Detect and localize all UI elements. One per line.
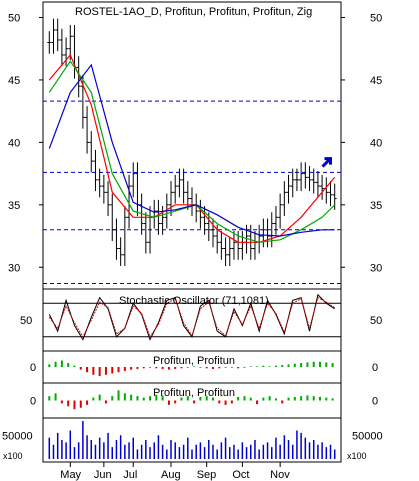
stochastic-panel (42, 288, 342, 352)
histogram-title: Profitun, Profitun (153, 355, 235, 367)
moving-average-line (48, 63, 335, 237)
price-ytick-label-left: 40 (8, 137, 20, 149)
histogram-ytick-label-right: 0 (372, 362, 378, 374)
price-ytick-label-left: 35 (8, 200, 20, 212)
stochastic-ytick-label-right: 50 (370, 315, 382, 327)
price-ytick-label-left: 30 (8, 262, 20, 274)
plot-layer (39, 16, 345, 467)
volume-unit-label-left: x100 (3, 451, 23, 461)
x-axis-label: Jun (94, 469, 112, 481)
price-ytick-label-left: 45 (8, 75, 20, 87)
x-axis-label: Jul (123, 469, 137, 481)
x-axis-label: May (60, 469, 81, 481)
histogram-ytick-label-left: 0 (30, 396, 36, 408)
price-ytick-label-left: 50 (8, 12, 20, 24)
x-axis-label: Sep (197, 469, 217, 481)
price-ytick-label-right: 30 (370, 262, 382, 274)
x-axis-label: Oct (232, 469, 249, 481)
trend-arrow (321, 157, 333, 168)
price-ytick-label-right: 50 (370, 12, 382, 24)
x-axis-label: Nov (270, 469, 290, 481)
stochastic-title: Stochastic Oscillator (71,1081) (119, 295, 269, 307)
stochastic-ytick-label-left: 50 (20, 315, 32, 327)
histogram-title: Profitun, Profitun (153, 387, 235, 399)
x-axis-label: Aug (161, 469, 181, 481)
histogram-ytick-label-right: 0 (372, 396, 378, 408)
volume-ytick-label-left: 50000 (2, 430, 33, 442)
stochastic-line (48, 296, 335, 338)
volume-unit-label-right: x100 (347, 451, 367, 461)
price-ytick-label-right: 35 (370, 200, 382, 212)
label-layer: 50 50 45 45 40 40 35 35 30 30 ROSTEL-1AO_D, Profit… (2, 6, 383, 481)
price-panel (42, 1, 342, 290)
price-ytick-label-right: 45 (370, 75, 382, 87)
histogram-ytick-label-left: 0 (30, 362, 36, 374)
price-ytick-label-right: 40 (370, 137, 382, 149)
volume-ytick-label-right: 50000 (352, 430, 383, 442)
price-chart-title: ROSTEL-1AO_D, Profitun, Profitun, Profit… (75, 6, 312, 18)
